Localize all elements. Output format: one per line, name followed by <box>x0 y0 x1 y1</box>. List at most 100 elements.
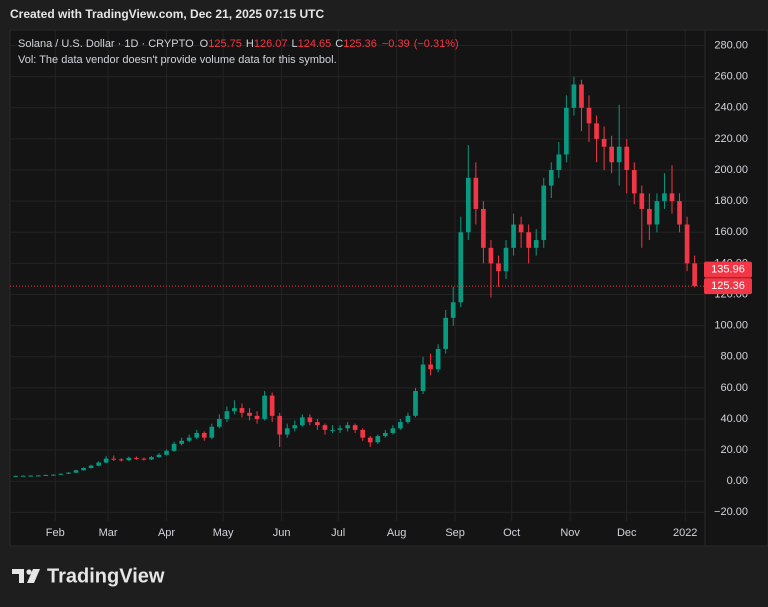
candle-body <box>66 472 71 474</box>
candle-body <box>367 437 373 443</box>
x-tick-label: Dec <box>617 527 637 539</box>
y-tick-label: 260.00 <box>714 71 748 83</box>
candle-body <box>194 432 200 438</box>
candle-body <box>639 193 645 209</box>
candle-body <box>579 84 584 108</box>
candle-body <box>398 422 403 429</box>
candle-body <box>224 411 230 419</box>
candle-body <box>390 428 396 433</box>
y-tick-label: −20.00 <box>714 506 748 518</box>
candle-body <box>156 454 162 458</box>
chart-panel <box>9 29 768 547</box>
candle-body <box>692 263 697 287</box>
candle-body <box>443 317 449 349</box>
candle-body <box>548 170 554 186</box>
candle-body <box>141 458 147 460</box>
volume-note: Vol: The data vendor doesn't provide vol… <box>18 54 337 66</box>
candle-body <box>352 425 358 430</box>
candle-body <box>171 443 177 451</box>
candle-body <box>284 428 290 435</box>
candle-body <box>669 193 675 202</box>
candle-body <box>420 364 426 391</box>
x-tick-label: Sep <box>445 527 465 539</box>
candle-body <box>586 107 592 124</box>
quote-value: 125.36 <box>343 38 377 50</box>
y-tick-label: 280.00 <box>714 39 748 51</box>
candle-body <box>179 440 184 444</box>
candle-body <box>647 208 652 225</box>
candle-body <box>496 263 501 272</box>
candle-body <box>20 475 26 477</box>
candle-body <box>164 450 169 455</box>
candle-body <box>88 465 94 468</box>
candle-body <box>134 457 139 459</box>
y-tick-label: 200.00 <box>714 164 748 176</box>
candle-body <box>345 425 350 429</box>
candle-body <box>186 437 192 441</box>
candle-body <box>684 224 690 264</box>
candle-body <box>428 364 433 370</box>
candle-body <box>126 457 132 461</box>
candle-body <box>96 462 101 466</box>
caption: Created with TradingView.com, Dec 21, 20… <box>10 7 324 21</box>
quote-value: 124.65 <box>298 38 332 50</box>
candle-body <box>481 208 486 248</box>
x-tick-label: Oct <box>503 527 520 539</box>
candle-body <box>217 418 222 427</box>
logo-mark <box>27 569 40 583</box>
candle-body <box>360 429 366 438</box>
candle-body <box>118 459 124 461</box>
candle-body <box>73 470 79 473</box>
candle-body <box>201 432 207 438</box>
quote-key: H <box>246 38 254 50</box>
candle-body <box>571 84 577 108</box>
candle-body <box>601 138 607 147</box>
candle-body <box>58 473 64 475</box>
price-marker-label: 135.96 <box>711 264 745 276</box>
candle-body <box>277 415 283 435</box>
logo-mark <box>12 569 24 583</box>
candle-body <box>330 429 335 431</box>
quote-header: Solana / U.S. Dollar · 1D · CRYPTO O125.7… <box>18 38 459 50</box>
candle-body <box>631 170 637 194</box>
x-tick-label: Aug <box>387 527 407 539</box>
candle-body <box>111 458 117 460</box>
brand-logo <box>12 569 40 583</box>
candle-body <box>450 302 456 318</box>
candle-body <box>511 224 516 248</box>
symbol-title: Solana / U.S. Dollar · 1D · CRYPTO <box>18 38 194 50</box>
candle-body <box>458 232 464 303</box>
candle-body <box>375 436 381 443</box>
candle-body <box>322 425 328 430</box>
candle-body <box>209 426 215 438</box>
candle-body <box>382 432 388 437</box>
quote-value: 126.07 <box>254 38 288 50</box>
y-tick-label: 20.00 <box>720 444 748 456</box>
x-tick-label: Mar <box>99 527 118 539</box>
y-tick-label: 180.00 <box>714 195 748 207</box>
y-tick-label: 40.00 <box>720 413 748 425</box>
x-tick-label: Nov <box>560 527 580 539</box>
candle-body <box>677 201 682 225</box>
quote-key: L <box>291 38 297 50</box>
candle-body <box>149 457 154 460</box>
candle-body <box>262 395 267 419</box>
candle-body <box>541 185 547 241</box>
y-tick-label: 100.00 <box>714 320 748 332</box>
y-tick-label: 60.00 <box>720 382 748 394</box>
candle-body <box>103 458 109 463</box>
y-tick-label: 240.00 <box>714 102 748 114</box>
candle-body <box>299 417 305 426</box>
x-tick-label: Feb <box>46 527 65 539</box>
quote-value: 125.75 <box>208 38 242 50</box>
candle-body <box>465 177 471 233</box>
candle-body <box>51 474 56 476</box>
quote-key: C <box>335 38 343 50</box>
brand-name: TradingView <box>47 565 165 587</box>
candle-body <box>662 193 667 202</box>
candle-body <box>654 201 660 225</box>
candle-body <box>232 408 237 412</box>
candle-body <box>564 107 569 155</box>
